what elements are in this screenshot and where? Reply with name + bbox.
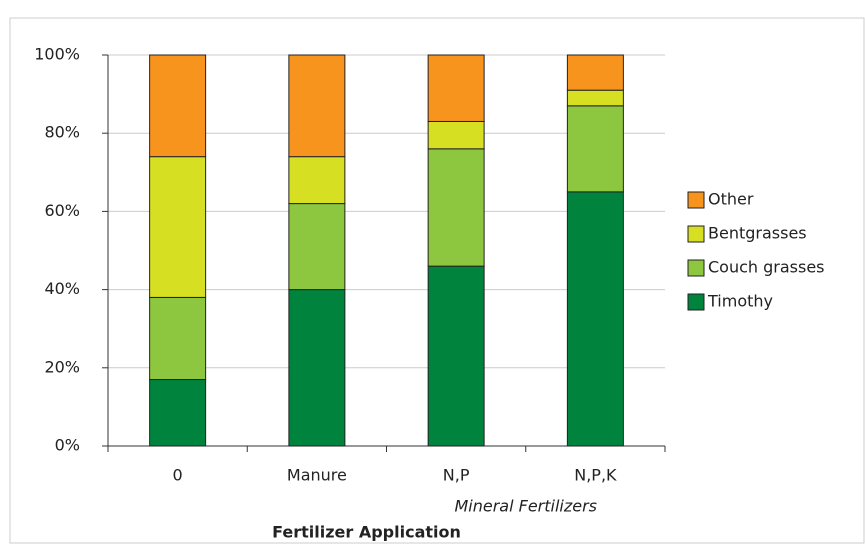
bar-segment bbox=[566, 191, 624, 447]
bar-segment bbox=[288, 289, 346, 447]
legend-label: Timothy bbox=[707, 292, 773, 311]
x-tick-label: 0 bbox=[173, 466, 183, 485]
x-tick-label: N,P bbox=[443, 466, 470, 485]
legend-swatch bbox=[687, 259, 705, 277]
y-tick-label: 60% bbox=[44, 201, 80, 220]
annotation: Mineral Fertilizers bbox=[454, 497, 597, 516]
bar-segment bbox=[288, 203, 346, 291]
y-tick-label: 0% bbox=[55, 436, 80, 455]
bar-segment bbox=[566, 105, 624, 193]
y-tick-label: 20% bbox=[44, 357, 80, 376]
legend-label: Couch grasses bbox=[708, 258, 825, 277]
bar-segment bbox=[427, 148, 485, 267]
bar-segment bbox=[427, 54, 485, 122]
bar-segment bbox=[288, 156, 346, 205]
bar-segment bbox=[288, 54, 346, 158]
bar-segment bbox=[566, 89, 624, 107]
bar-segment bbox=[566, 54, 624, 91]
bar-segment bbox=[149, 54, 207, 158]
legend-swatch bbox=[687, 225, 705, 243]
y-tick-label: 80% bbox=[44, 123, 80, 142]
y-tick-label: 40% bbox=[44, 279, 80, 298]
bar-segment bbox=[427, 265, 485, 447]
y-tick-label: 100% bbox=[34, 45, 80, 64]
legend-swatch bbox=[687, 191, 705, 209]
x-tick-label: Manure bbox=[287, 466, 347, 485]
x-tick-label: N,P,K bbox=[574, 466, 617, 485]
bar-segment bbox=[149, 156, 207, 298]
legend-label: Bentgrasses bbox=[708, 224, 807, 243]
bar-segment bbox=[427, 120, 485, 150]
bar-segment bbox=[149, 296, 207, 381]
legend-label: Other bbox=[708, 190, 754, 209]
bar-segment bbox=[149, 379, 207, 447]
legend-swatch bbox=[687, 293, 705, 311]
x-axis-label: Fertilizer Application bbox=[272, 523, 461, 542]
